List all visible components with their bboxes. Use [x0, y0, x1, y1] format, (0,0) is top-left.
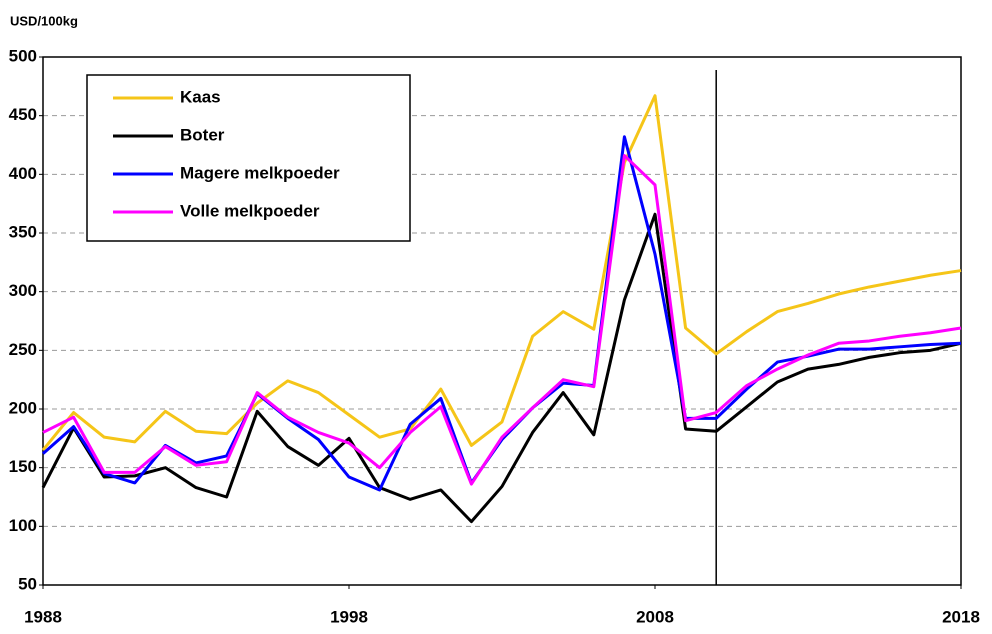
y-tick-label: 150 — [9, 457, 37, 476]
y-tick-label: 300 — [9, 281, 37, 300]
y-tick-label: 400 — [9, 164, 37, 183]
legend-label: Volle melkpoeder — [180, 201, 320, 220]
y-tick-label: 350 — [9, 222, 37, 241]
y-tick-label: 200 — [9, 398, 37, 417]
series-line — [41, 212, 962, 524]
y-tick-label: 250 — [9, 340, 37, 359]
y-tick-label: 50 — [18, 574, 37, 593]
legend-label: Boter — [180, 125, 225, 144]
y-axis-label: USD/100kg — [10, 13, 78, 28]
x-tick-label: 1988 — [24, 607, 62, 626]
legend-label: Magere melkpoeder — [180, 163, 340, 182]
x-tick-label: 2008 — [636, 607, 674, 626]
plot-frame — [42, 56, 962, 586]
x-tick-label: 2018 — [942, 607, 980, 626]
y-tick-label: 450 — [9, 105, 37, 124]
series-line — [41, 94, 962, 452]
legend-label: Kaas — [180, 87, 221, 106]
y-tick-label: 100 — [9, 516, 37, 535]
x-tick-label: 1998 — [330, 607, 368, 626]
y-tick-label: 500 — [9, 46, 37, 65]
series-line — [42, 154, 962, 486]
